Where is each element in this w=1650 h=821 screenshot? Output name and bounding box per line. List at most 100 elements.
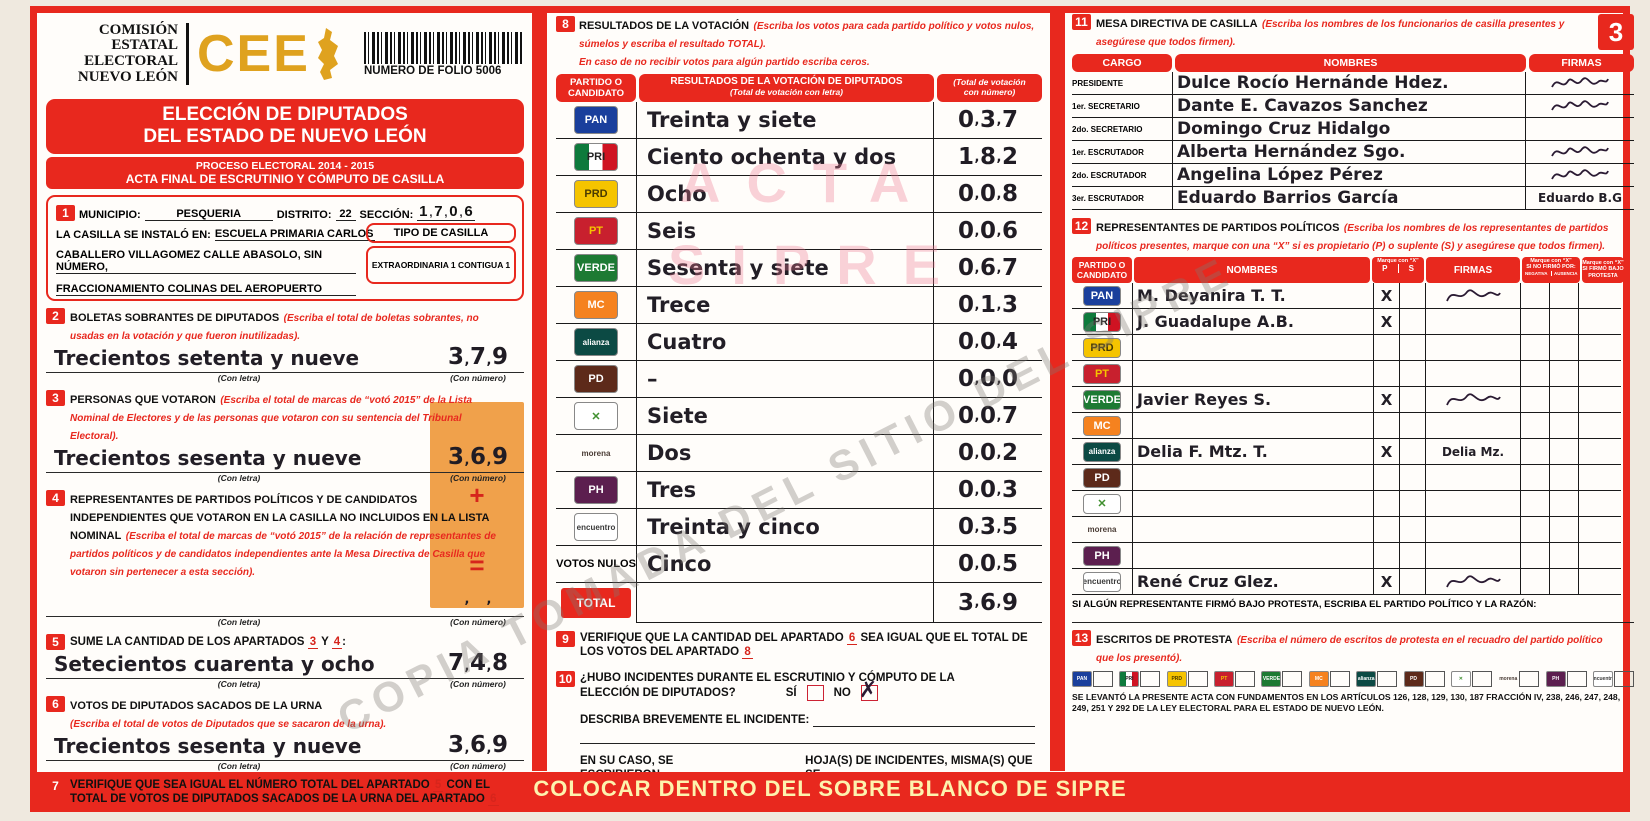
vote-letra: Siete (647, 404, 708, 428)
prd-logo: PRD (1083, 337, 1121, 358)
cargo-label: 2do. SECRETARIO (1072, 118, 1172, 141)
municipio-value: PESQUERIA (144, 208, 273, 221)
municipio-label: MUNICIPIO: (79, 208, 141, 221)
representantes-table-header: PARTIDO O CANDIDATO NOMBRES Marque con “… (1072, 257, 1634, 283)
con-letra-label: (Con letra) (217, 372, 261, 383)
vote-letra: Cinco (647, 552, 712, 576)
con-letra-label: (Con letra) (217, 760, 261, 771)
encuentro-social-logo: encuentro (574, 513, 618, 541)
signature-scribble (1551, 169, 1609, 180)
democrata-protest-box (1424, 671, 1445, 687)
section-6-number: 6 (46, 695, 65, 712)
p-mark (1373, 413, 1399, 439)
section-7-verificacion: 7 VERIFIQUE QUE SEA IGUAL EL NÚMERO TOTA… (46, 777, 524, 806)
funcionario-nombre: Alberta Hernández Sgo. (1177, 142, 1406, 162)
funcionario-nombre: Angelina López Pérez (1177, 165, 1383, 185)
ref-apartado-6: 6 (488, 792, 499, 806)
bottom-banner-text: COLOCAR DENTRO DEL SOBRE BLANCO DE SIPRE (533, 775, 1127, 801)
negativa-cell (1520, 283, 1549, 309)
con-numero-label: (Con número) (450, 760, 506, 771)
negativa-cell (1520, 335, 1549, 361)
col-nombres-12: NOMBRES (1134, 257, 1370, 283)
morena-logo: morena (1499, 676, 1518, 682)
negativa-cell (1520, 413, 1549, 439)
mesa-row-1er-secretario: 1er. SECRETARIO Dante E. Cavazos Sanchez (1072, 95, 1634, 118)
section-3-personas-votaron: 3 PERSONAS QUE VOTARON (Escriba el total… (46, 389, 524, 483)
prd-logo: PRD (1166, 671, 1187, 687)
signature-scribble (1446, 575, 1501, 587)
pt-logo: PT (1214, 671, 1235, 687)
negativa-cell (1520, 465, 1549, 491)
col-firmas-12: FIRMAS (1426, 257, 1520, 283)
vote-letra: Seis (647, 219, 697, 243)
folio-block: NUMERO DE FOLIO 5006 (364, 31, 524, 77)
vote-numero: 0,0,7 (934, 398, 1042, 435)
rep-nombre: J. Guadalupe A.B. (1137, 312, 1294, 331)
pri-logo: PRI (574, 143, 618, 171)
con-numero-label: (Con número) (450, 472, 506, 483)
ref-apartado-4: 4 (331, 635, 343, 649)
ref-apartado-6b: 6 (846, 632, 858, 645)
col-letra-subtitle: (Total de votación con letra) (729, 87, 844, 97)
verde-protest-box (1282, 671, 1303, 687)
pri-logo: PRI (1119, 671, 1140, 687)
funcionario-nombre: Domingo Cruz Hidalgo (1177, 119, 1391, 139)
protesta-cell (1578, 387, 1621, 413)
negativa-cell (1520, 517, 1549, 543)
acta-name: ACTA FINAL DE ESCRUTINIO Y CÓMPUTO DE CA… (125, 171, 445, 186)
partido-humanista-logo: PH (574, 476, 618, 504)
title-line1: ELECCIÓN DE DIPUTADOS (162, 104, 408, 125)
section-5-number: 5 (46, 633, 65, 650)
negativa-header: NEGATIVA (1522, 270, 1552, 276)
describa-label: DESCRIBA BREVEMENTE EL INCIDENTE: (580, 714, 810, 727)
protest-count-row: PAN PRI PRD PT VERDE MC alianza PD ✕ mor… (1072, 671, 1634, 687)
rep-nombre: M. Deyanira T. T. (1137, 286, 1286, 305)
proceso-electoral: PROCESO ELECTORAL 2014 - 2015 (195, 159, 375, 172)
election-title: ELECCIÓN DE DIPUTADOS DEL ESTADO DE NUEV… (46, 99, 524, 154)
instalada-label: LA CASILLA SE INSTALÓ EN: (56, 228, 211, 241)
no-firmo-label: Marque con “X” SI NO FIRMÓ POR: (1526, 258, 1576, 271)
morena-protest-box (1519, 671, 1540, 687)
column-divider-2 (1050, 13, 1065, 771)
verde-logo: VERDE (574, 254, 618, 282)
plus-sign: + (469, 480, 485, 510)
vote-letra: Trece (647, 293, 711, 317)
section-12-title: REPRESENTANTES DE PARTIDOS POLÍTICOS (1096, 222, 1340, 234)
con-letra-label: (Con letra) (217, 616, 261, 627)
rep-row-prd: PRD (1072, 335, 1634, 361)
section-8-instructions1: (Escriba los votos para cada partido pol… (579, 21, 1035, 50)
s-mark (1399, 465, 1425, 491)
section-3-number: 3 (46, 389, 65, 406)
section-8-title: RESULTADOS DE LA VOTACIÓN (579, 20, 750, 32)
vote-row-encuentro: encuentro Treinta y cinco 0, 3, 5 (556, 509, 1042, 546)
ausencia-cell (1549, 465, 1578, 491)
col-letra-header: RESULTADOS DE LA VOTACIÓN DE DIPUTADOS (… (639, 74, 934, 102)
protesta-cell (1578, 543, 1621, 569)
cargo-label: 1er. ESCRUTADOR (1072, 141, 1172, 164)
encuentro-protest-box (1613, 671, 1634, 687)
s-mark (1399, 439, 1425, 465)
p-mark: X (1373, 439, 1399, 465)
vote-numero: 0,0,5 (934, 546, 1042, 583)
protesta-cell (1578, 465, 1621, 491)
verde-logo: VERDE (1261, 671, 1282, 687)
protesta-cell (1578, 491, 1621, 517)
section-6-title: VOTOS DE DIPUTADOS SACADOS DE LA URNA (70, 699, 323, 712)
partido-democrata-logo: PD (1403, 671, 1424, 687)
section-3-instructions: (Escriba el total de marcas de “votó 201… (70, 394, 473, 442)
mesa-row-2do-secretario: 2do. SECRETARIO Domingo Cruz Hidalgo (1072, 118, 1634, 141)
pan-protest-box (1093, 671, 1113, 687)
rep-row-verde: VERDE Javier Reyes S. X (1072, 387, 1634, 413)
legal-text: SE LEVANTÓ LA PRESENTE ACTA CON FUNDAMEN… (1072, 692, 1621, 714)
ref-apartado-8: 8 (742, 646, 753, 660)
s-mark (1399, 517, 1425, 543)
signature-scribble (1551, 146, 1609, 157)
protesta-cell (1578, 413, 1621, 439)
vote-row-nulos: VOTOS NULOS Cinco 0, 0, 5 (556, 546, 1042, 583)
section-4-instructions: (Escriba el total de marcas de “votó 201… (70, 530, 496, 578)
rep-row-pri: PRI J. Guadalupe A.B. X (1072, 309, 1634, 335)
pt-logo: PT (574, 217, 618, 245)
equals-sign: = (469, 550, 485, 580)
vote-letra: Treinta y cinco (647, 515, 820, 539)
protesta-cell (1578, 569, 1621, 595)
